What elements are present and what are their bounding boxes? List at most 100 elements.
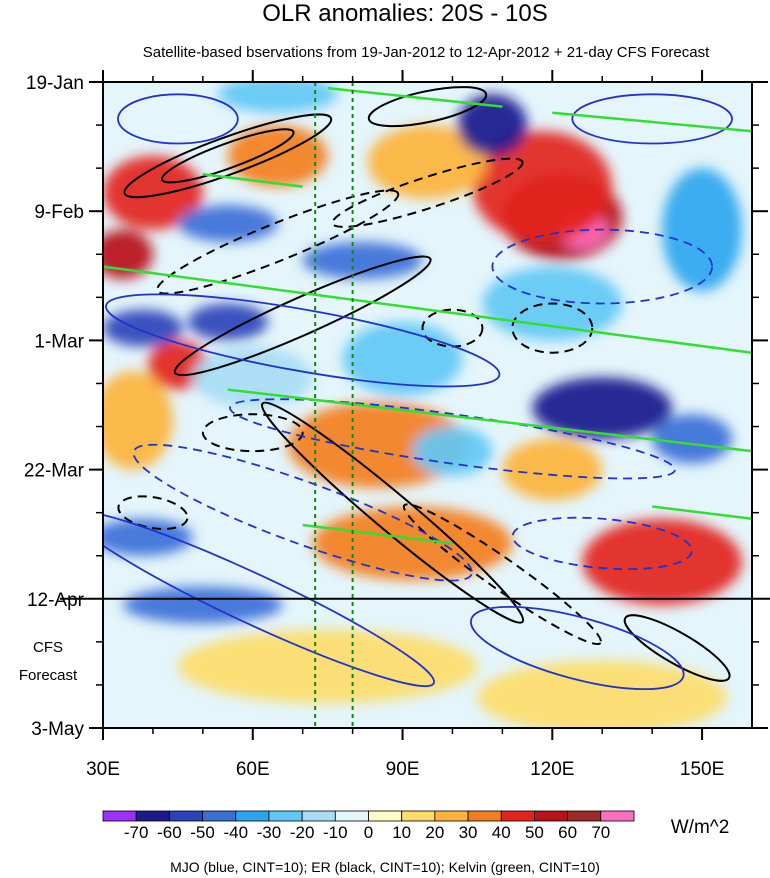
legend-caption: MJO (blue, CINT=10); ER (black, CINT=10)… — [170, 859, 600, 875]
anomaly-region — [582, 518, 743, 605]
colorbar: -70 -60 -50 -40 -30 -20 -10 0 10 20 30 40 50 60 70 — [102, 810, 635, 842]
colorbar-swatch — [268, 810, 303, 822]
colorbar-swatch — [202, 810, 237, 822]
anomaly-region — [122, 586, 283, 624]
kelvin-contour — [227, 388, 752, 453]
y-tick-label: 9-Feb — [34, 202, 84, 223]
colorbar-swatch — [434, 810, 469, 822]
wave-contours — [103, 86, 733, 691]
colorbar-tick-label: 70 — [591, 823, 610, 842]
colorbar-swatch — [135, 810, 170, 822]
er-contour — [367, 86, 488, 128]
mjo-contour — [105, 293, 501, 388]
colorbar-swatch — [500, 810, 535, 822]
mjo-contour — [229, 398, 676, 480]
er-contour — [511, 302, 594, 354]
colorbar-tick-label: 30 — [459, 823, 478, 842]
kelvin-contour — [327, 86, 503, 108]
colorbar-tick-label: -50 — [190, 823, 215, 842]
colorbar-tick-label: -30 — [257, 823, 282, 842]
anomaly-region — [177, 629, 478, 704]
anomaly-region — [103, 229, 153, 279]
er-contour — [173, 255, 432, 377]
colorbar-swatch — [368, 810, 403, 822]
kelvin-contour — [552, 111, 752, 133]
anomaly-region — [532, 377, 673, 439]
anomaly-region — [412, 426, 493, 476]
colorbar-tick-label: 0 — [364, 823, 373, 842]
mjo-contour — [117, 93, 239, 145]
colorbar-swatch — [600, 810, 635, 822]
colorbar-swatch — [534, 810, 569, 822]
mjo-contour — [511, 516, 693, 571]
colorbar-swatch — [334, 810, 369, 822]
colorbar-tick-label: 50 — [525, 823, 544, 842]
er-contour — [123, 113, 333, 199]
colorbar-tick-label: -40 — [223, 823, 248, 842]
anomaly-region — [302, 241, 423, 279]
colorbar-swatch — [168, 810, 203, 822]
mjo-contour — [132, 443, 473, 582]
kelvin-contour — [103, 265, 752, 354]
y-tick-label: 22-Mar — [24, 461, 85, 482]
anomaly-region — [652, 414, 733, 464]
anomaly-region — [312, 506, 513, 581]
mjo-contour — [103, 510, 435, 687]
forecast-label-line2: Forecast — [19, 667, 78, 684]
anomaly-region — [103, 155, 203, 230]
anomaly-region — [342, 321, 463, 396]
x-axis: 30E 60E 90E 120E 150E — [86, 70, 724, 780]
x-tick-label: 30E — [86, 759, 120, 780]
anomaly-region — [662, 168, 743, 292]
y-tick-label: 1-Mar — [34, 331, 84, 352]
mjo-contour — [469, 605, 685, 691]
anomaly-region — [187, 303, 268, 341]
colorbar-tick-label: -70 — [124, 823, 149, 842]
forecast-annotation: CFS Forecast — [19, 639, 78, 684]
kelvin-contour — [202, 173, 303, 188]
kelvin-contour — [652, 505, 752, 521]
colorbar-tick-label: -10 — [323, 823, 348, 842]
y-tick-label: 3-May — [31, 719, 84, 740]
y-tick-label: 12-Apr — [27, 590, 85, 611]
anomaly-region — [457, 94, 528, 156]
colorbar-tick-label: 10 — [392, 823, 411, 842]
anomaly-region — [192, 346, 313, 409]
mjo-contour — [571, 93, 733, 145]
anomaly-region — [367, 125, 488, 199]
kelvin-contours — [103, 86, 752, 545]
er-contour — [201, 413, 304, 453]
colorbar-swatch — [235, 810, 270, 822]
er-contour — [331, 157, 524, 228]
x-tick-label: 150E — [680, 759, 724, 780]
anomaly-region — [103, 518, 193, 556]
colorbar-tick-label: 20 — [425, 823, 444, 842]
reference-longitudes — [314, 82, 354, 728]
kelvin-contour — [302, 523, 453, 545]
anomaly-region — [177, 205, 278, 242]
mjo-contour — [491, 228, 713, 305]
anomaly-region — [477, 660, 728, 728]
er-contour — [402, 503, 602, 646]
colorbar-swatch — [102, 810, 137, 822]
colorbar-unit: W/m^2 — [671, 817, 730, 838]
plot-area — [103, 82, 752, 728]
anomaly-region — [103, 371, 173, 470]
x-tick-label: 120E — [530, 759, 574, 780]
chart-title: OLR anomalies: 20S - 10S — [262, 0, 547, 27]
anomaly-region — [217, 82, 338, 113]
colorbar-tick-label: 40 — [492, 823, 511, 842]
forecast-label-line1: CFS — [33, 639, 63, 656]
colorbar-swatch — [567, 810, 602, 822]
er-contour — [156, 189, 400, 295]
chart-subtitle: Satellite-based bservations from 19-Jan-… — [143, 44, 710, 61]
er-contour — [623, 614, 731, 682]
anomaly-region — [502, 438, 603, 501]
plot-frame — [102, 81, 753, 729]
anomaly-region — [103, 309, 183, 347]
y-tick-label: 19-Jan — [26, 73, 84, 94]
er-contour — [117, 495, 189, 530]
x-tick-label: 60E — [236, 759, 270, 780]
colorbar-swatch — [467, 810, 502, 822]
